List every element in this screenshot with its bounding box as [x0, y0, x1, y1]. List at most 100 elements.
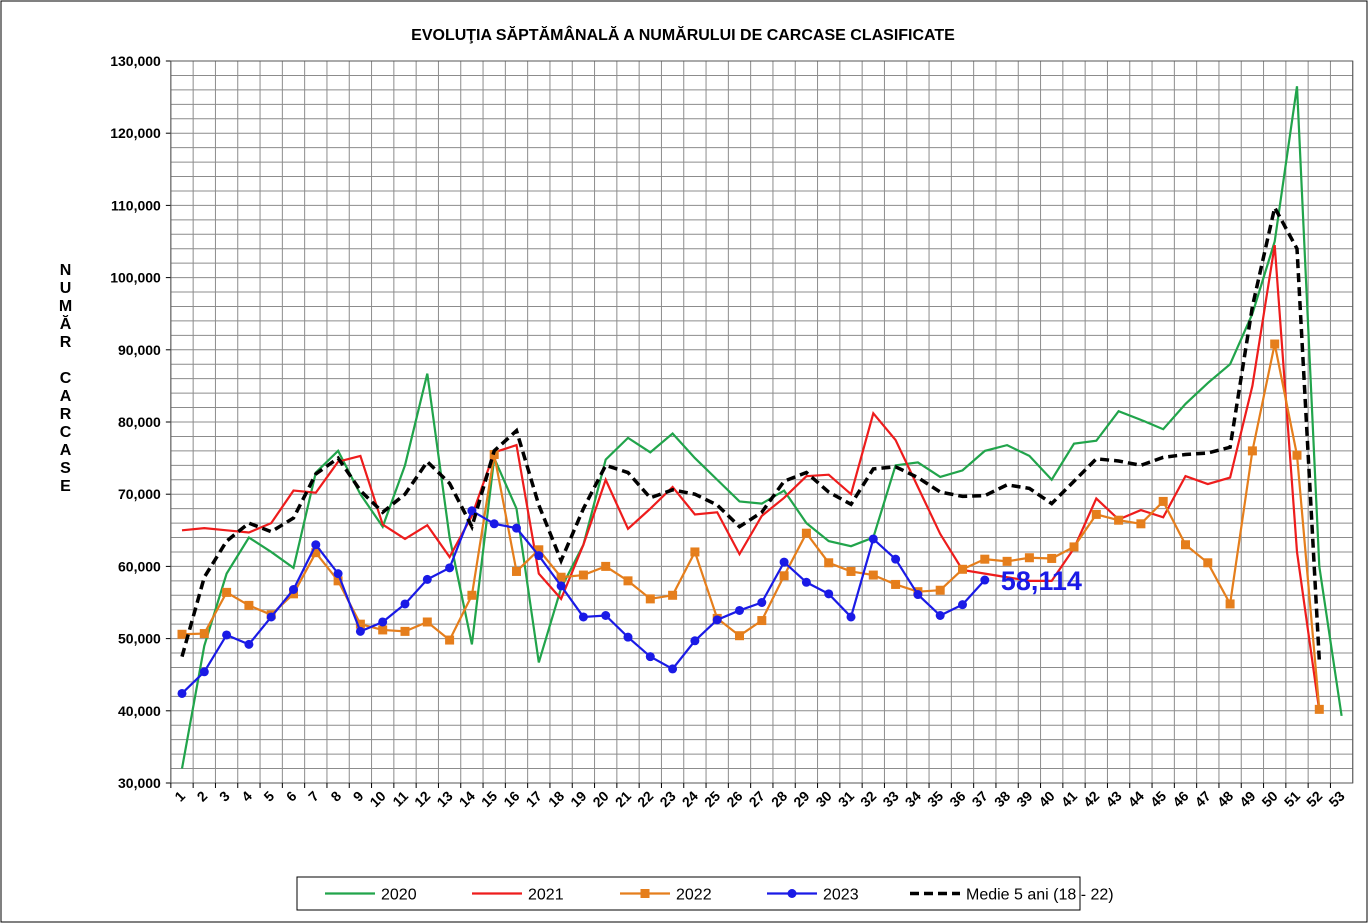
marker-square	[1270, 339, 1280, 349]
marker-circle	[355, 626, 365, 636]
marker-circle	[868, 534, 878, 544]
marker-square	[980, 554, 990, 564]
marker-circle	[757, 598, 767, 607]
marker-circle	[266, 612, 276, 622]
marker-square	[422, 617, 432, 627]
y-tick-label: 90,000	[118, 342, 161, 358]
marker-square	[891, 579, 901, 589]
marker-circle	[445, 563, 455, 573]
y-tick-label: 100,000	[110, 270, 161, 286]
marker-circle	[311, 540, 321, 550]
marker-circle	[222, 630, 232, 640]
marker-square	[640, 889, 650, 898]
marker-square	[623, 576, 633, 586]
marker-square	[333, 576, 343, 586]
marker-square	[355, 619, 365, 629]
y-tick-label: 120,000	[110, 125, 161, 141]
marker-square	[735, 631, 744, 641]
y-tick-label: 60,000	[118, 558, 161, 574]
marker-circle	[779, 557, 789, 567]
marker-square	[1136, 519, 1146, 529]
series-line	[180, 86, 1343, 769]
marker-square	[1091, 509, 1101, 519]
marker-circle	[980, 575, 990, 585]
marker-square	[645, 594, 655, 604]
marker-circle	[199, 667, 209, 677]
plot-frame	[170, 60, 1354, 784]
marker-circle	[422, 574, 432, 584]
marker-square	[824, 558, 834, 568]
marker-circle	[735, 605, 744, 615]
marker-circle	[935, 610, 945, 620]
marker-square	[1247, 446, 1257, 456]
marker-circle	[787, 889, 797, 898]
marker-square	[690, 547, 700, 557]
marker-square	[601, 561, 611, 571]
chart-title: EVOLUŢIA SĂPTĂMÂNALĂ A NUMĂRULUI DE CARC…	[411, 25, 955, 44]
marker-square	[222, 587, 232, 597]
marker-circle	[400, 599, 410, 609]
marker-circle	[333, 569, 343, 579]
marker-circle	[846, 612, 856, 622]
marker-circle	[645, 652, 655, 662]
marker-circle	[801, 577, 811, 587]
y-tick-label: 40,000	[118, 703, 161, 719]
marker-square	[311, 548, 321, 558]
y-tick-label: 130,000	[110, 53, 161, 69]
marker-circle	[623, 632, 633, 642]
legend-label: Medie 5 ani (18 - 22)	[966, 887, 1114, 904]
marker-square	[534, 545, 544, 555]
marker-circle	[891, 554, 901, 564]
series-line	[181, 244, 1321, 711]
legend-label: 2022	[676, 887, 712, 904]
y-tick-label: 50,000	[118, 631, 161, 647]
marker-square	[935, 585, 945, 595]
marker-square	[1203, 558, 1213, 568]
marker-square	[846, 566, 856, 576]
marker-circle	[556, 581, 566, 591]
data-label: 58,114	[1001, 566, 1082, 596]
marker-square	[177, 629, 187, 639]
legend-label: 2021	[528, 887, 564, 904]
marker-square	[801, 528, 811, 538]
marker-square	[400, 626, 410, 636]
marker-square	[578, 570, 588, 580]
marker-circle	[824, 589, 834, 599]
marker-square	[467, 590, 477, 600]
y-tick-label: 110,000	[111, 197, 161, 213]
y-axis-label: NUMĂR CARCASE	[57, 262, 74, 496]
legend-box	[296, 876, 1081, 911]
marker-square	[1047, 553, 1057, 563]
y-tick-label: 80,000	[118, 414, 161, 430]
marker-square	[779, 571, 789, 581]
marker-circle	[958, 600, 967, 610]
marker-square	[1002, 556, 1012, 566]
marker-circle	[690, 636, 700, 646]
marker-circle	[378, 617, 388, 627]
legend: 2020 2021 2022 2023 Medie 5 ani (18 - 22)	[296, 876, 1114, 911]
marker-circle	[289, 585, 298, 595]
marker-circle	[601, 610, 611, 620]
marker-square	[757, 616, 767, 626]
marker-circle	[668, 664, 678, 674]
marker-square	[244, 600, 254, 610]
marker-square	[1069, 542, 1079, 552]
series-line	[180, 202, 1322, 661]
marker-square	[668, 590, 678, 600]
marker-circle	[512, 523, 521, 533]
marker-circle	[578, 612, 588, 622]
marker-square	[199, 629, 209, 639]
marker-circle	[489, 519, 499, 529]
marker-square	[868, 570, 878, 580]
marker-circle	[534, 551, 544, 561]
marker-square	[556, 572, 566, 582]
marker-circle	[712, 615, 722, 625]
marker-square	[1158, 496, 1168, 506]
marker-square	[512, 566, 521, 576]
marker-circle	[244, 639, 254, 649]
y-tick-label: 30,000	[118, 775, 161, 791]
marker-square	[1114, 515, 1124, 525]
marker-square	[1024, 553, 1034, 563]
